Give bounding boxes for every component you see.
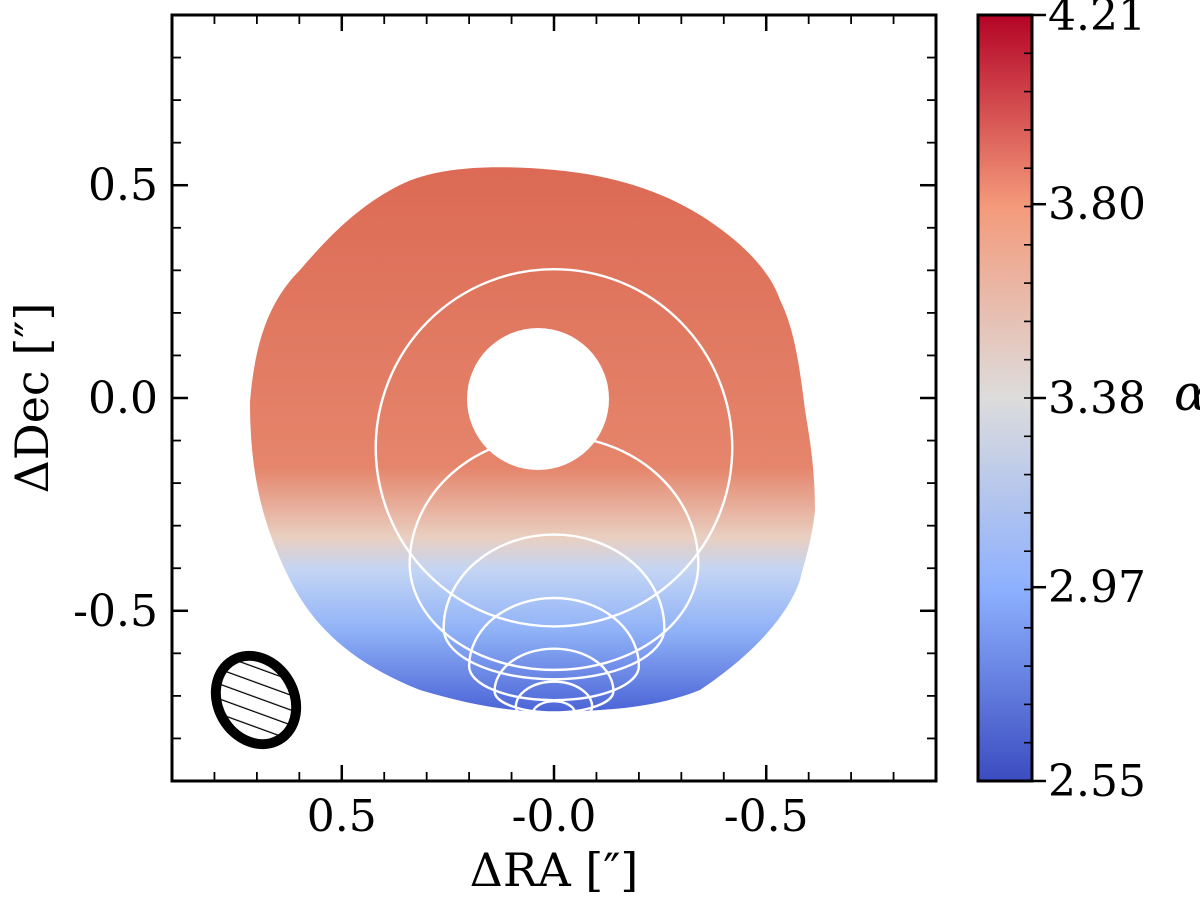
x-axis-title: ΔRA [″] [470, 843, 639, 897]
contour-level-1 [374, 267, 734, 628]
contour-level-4 [467, 596, 641, 702]
alpha-map-ring [250, 167, 815, 712]
x-axis-ticks: 0.5 -0.0 -0.5 [171, 15, 937, 842]
intensity-contours [374, 267, 734, 722]
contour-level-5 [493, 647, 615, 714]
colorbar-label: α [1174, 364, 1200, 422]
contour-level-2 [408, 434, 700, 672]
colorbar-tick-label: 4.21 [1048, 0, 1146, 41]
x-tick-label: 0.5 [307, 791, 377, 842]
colorbar-tick-label: 3.80 [1048, 179, 1146, 230]
colorbar-ticks: 4.21 3.80 3.38 2.97 2.55 [1024, 0, 1146, 807]
contour-level-7 [531, 700, 577, 722]
y-tick-label: 0.0 [88, 373, 158, 424]
y-tick-label: 0.5 [88, 160, 158, 211]
colorbar-tick-label: 2.55 [1048, 756, 1146, 807]
contour-level-3 [442, 533, 666, 681]
beam-ellipse [210, 650, 302, 750]
colorbar-tick-label: 2.97 [1048, 562, 1146, 613]
x-tick-label: -0.0 [512, 791, 597, 842]
colorbar-tick-label: 3.38 [1048, 373, 1146, 424]
x-tick-label: -0.5 [724, 791, 809, 842]
contour-level-6 [514, 680, 594, 722]
y-axis-ticks: 0.5 0.0 -0.5 [73, 14, 936, 782]
plot-area [250, 167, 815, 722]
y-axis-title: ΔDec [″] [5, 303, 59, 494]
colorbar [976, 13, 1034, 783]
y-tick-label: -0.5 [73, 586, 158, 637]
